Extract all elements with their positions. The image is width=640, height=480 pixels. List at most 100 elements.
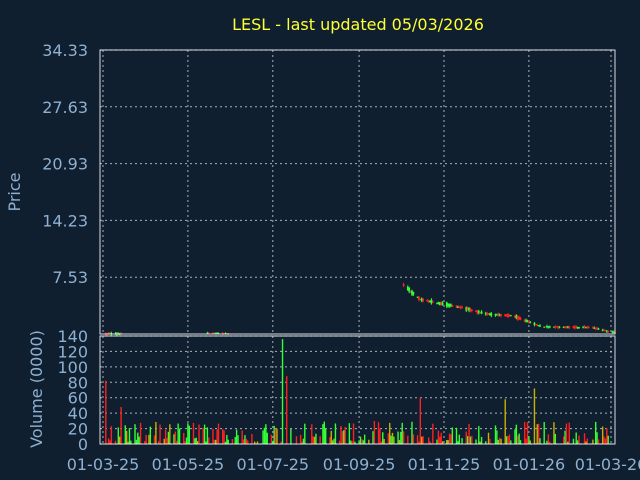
volume-bar [400,431,402,444]
volume-bar [117,427,120,444]
price-candle [537,325,540,327]
volume-bar [139,422,142,444]
volume-bar [594,421,597,444]
volume-bar [390,435,392,444]
volume-bar [498,437,501,444]
volume-bar [323,421,325,444]
volume-bar [411,421,413,444]
volume-bar [496,430,498,444]
volume-bar [468,423,470,444]
volume-bar [276,428,278,444]
volume-bar [254,441,256,444]
price-candle [603,328,605,332]
price-candle [594,327,597,331]
volume-bar [389,422,391,444]
volume-bar [422,436,424,444]
volume-bar [465,431,467,444]
volume-bar [457,441,459,444]
volume-bar [130,440,132,444]
volume-bar [302,438,305,444]
volume-bar [274,429,277,444]
price-candle [505,314,508,317]
volume-bar [549,441,551,444]
volume-bar [340,425,342,444]
volume-bar [539,438,541,444]
volume-bar [416,435,419,444]
volume-bar [311,424,313,444]
volume-bar [212,428,214,444]
volume-bar [515,424,518,444]
volume-bar [270,434,273,444]
price-candle [486,311,489,316]
volume-bar [543,422,545,444]
volume-bar [575,432,577,444]
price-candle [476,310,479,315]
volume-tick-label: 80 [68,373,88,392]
price-candle [576,326,579,329]
volume-bar [427,437,430,444]
volume-bar [177,423,179,444]
volume-bar [183,432,185,444]
volume-bar [273,425,275,444]
price-candle [612,330,615,334]
price-candle [431,300,434,303]
volume-bar [226,434,228,444]
volume-bar [166,437,168,444]
volume-bar [387,433,390,444]
volume-bar [185,437,188,444]
price-candle [406,285,409,291]
volume-bar [206,427,209,444]
volume-bar [167,431,170,444]
price-candle [523,319,526,323]
volume-bar [518,433,520,444]
volume-bar [234,437,236,444]
price-candle [509,314,512,317]
price-candle [465,306,468,313]
volume-bar [192,422,195,444]
volume-bar [295,436,298,444]
volume-bar [363,434,366,444]
volume-bar [489,438,491,444]
volume-bar [105,380,107,444]
x-tick-label: 01-01-26 [493,455,566,474]
volume-bar [578,435,580,444]
volume-bar [114,440,117,444]
volume-bar [458,434,460,444]
volume-bar [251,434,253,444]
volume-bar [227,439,229,444]
volume-bar [461,438,463,444]
price-candle [539,324,541,327]
volume-bar [401,422,403,444]
price-candle [441,301,444,306]
price-candle [562,326,565,329]
volume-bar [241,430,243,444]
volume-axis-label: Volume (0000) [27,330,46,448]
volume-bar [187,423,189,444]
volume-bar [299,434,302,444]
volume-bar [263,427,266,444]
volume-bar [164,429,167,444]
price-candle [438,301,441,306]
price-candle [578,326,580,330]
volume-bar [237,435,239,444]
volume-bar [379,428,381,444]
price-candle [585,326,587,329]
price-candle [418,295,420,302]
price-candle [533,322,536,327]
volume-bar [533,388,536,444]
price-candle [412,291,415,296]
price-candle [497,312,500,317]
volume-bar [145,434,147,444]
volume-bar [304,423,306,444]
price-panel-frame [99,49,616,335]
volume-bar [562,436,565,444]
volume-bar [330,430,332,444]
price-candle [479,311,482,314]
price-candle [568,325,571,329]
price-candle [447,303,450,308]
volume-bar [173,434,175,444]
volume-bar [138,436,140,444]
volume-bar [529,440,531,444]
volume-bar [354,441,356,444]
